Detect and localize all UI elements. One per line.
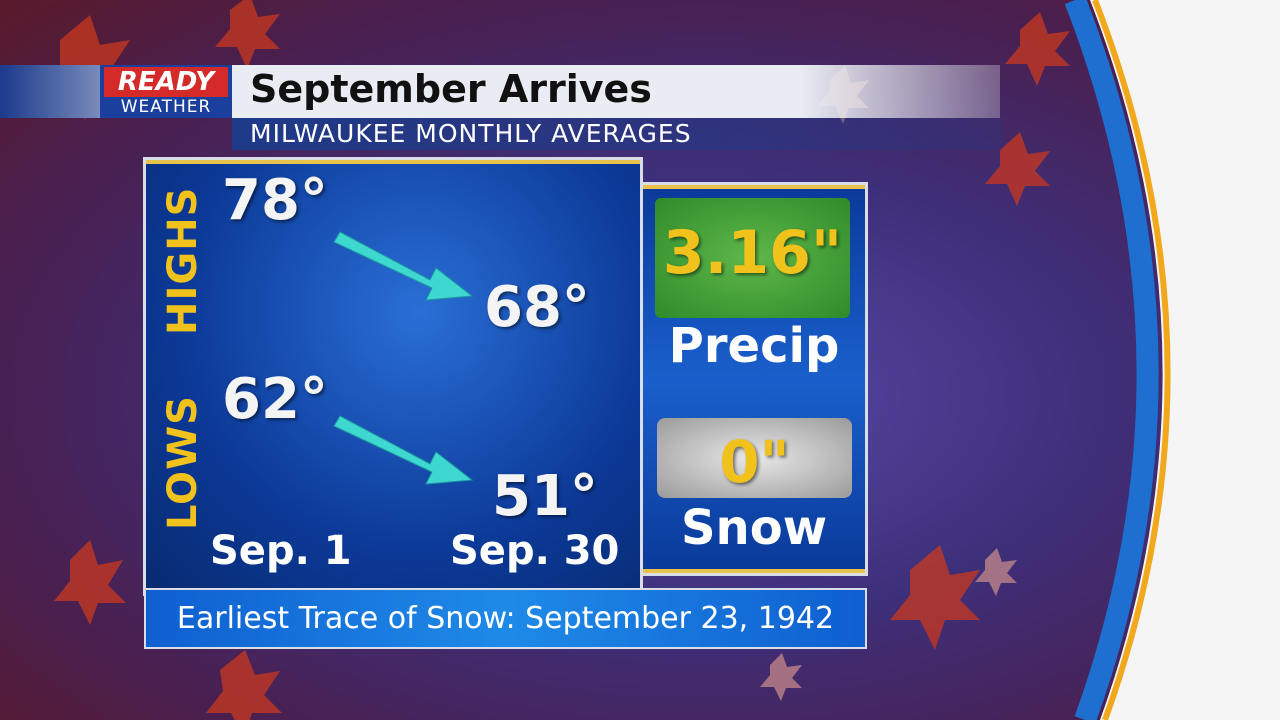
snow-value: 0" (719, 428, 790, 496)
low-end: 51° (492, 464, 598, 529)
high-end: 68° (484, 275, 590, 340)
grass (655, 198, 850, 318)
start-date: Sep. 1 (210, 528, 352, 574)
logo-ready: READY (104, 67, 228, 97)
logo-weather: WEATHER (120, 97, 212, 117)
snow-label: Snow (680, 500, 828, 556)
precip-value: 3.16" (662, 218, 843, 288)
title: September Arrives (250, 67, 652, 111)
footer: Earliest Trace of Snow: September 23, 19… (146, 590, 865, 647)
highs-label: HIGHS (160, 186, 206, 335)
lows-label: LOWS (160, 395, 206, 530)
logo: READY WEATHER (100, 65, 232, 118)
subtitle-bar (232, 118, 1002, 150)
high-start: 78° (222, 168, 328, 233)
precip-label: Precip (668, 318, 840, 374)
temperature-panel (146, 160, 640, 593)
end-date: Sep. 30 (450, 528, 620, 574)
low-start: 62° (222, 367, 328, 432)
subtitle: MILWAUKEE MONTHLY AVERAGES (250, 119, 692, 148)
arrows (333, 231, 474, 485)
snow-image (657, 418, 852, 498)
